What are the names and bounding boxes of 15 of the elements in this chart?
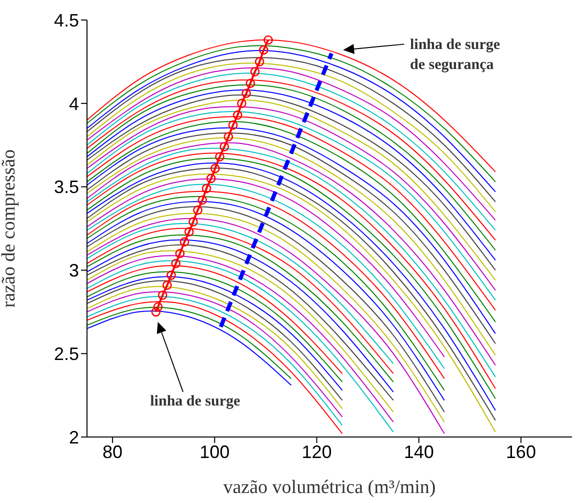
y-tick-label: 4.5 (54, 10, 79, 30)
y-tick-label: 2 (68, 427, 79, 448)
y-tick-label: 3 (68, 260, 79, 281)
x-tick-label: 140 (404, 442, 434, 462)
x-tick-label: 100 (200, 442, 230, 462)
x-axis-title: vazão volumétrica (m³/min) (223, 477, 436, 498)
y-tick-label: 4 (68, 94, 79, 114)
annotation: linha de surge (150, 394, 241, 410)
annotation: linha de surge de segurança (410, 37, 500, 74)
x-tick-label: 120 (302, 442, 332, 462)
x-tick-label: 80 (102, 442, 123, 462)
x-tick-label: 160 (506, 442, 536, 462)
y-axis-title: razão de compressão (0, 149, 20, 308)
y-tick-label: 3.5 (54, 177, 79, 198)
y-tick-label: 2.5 (54, 344, 79, 364)
